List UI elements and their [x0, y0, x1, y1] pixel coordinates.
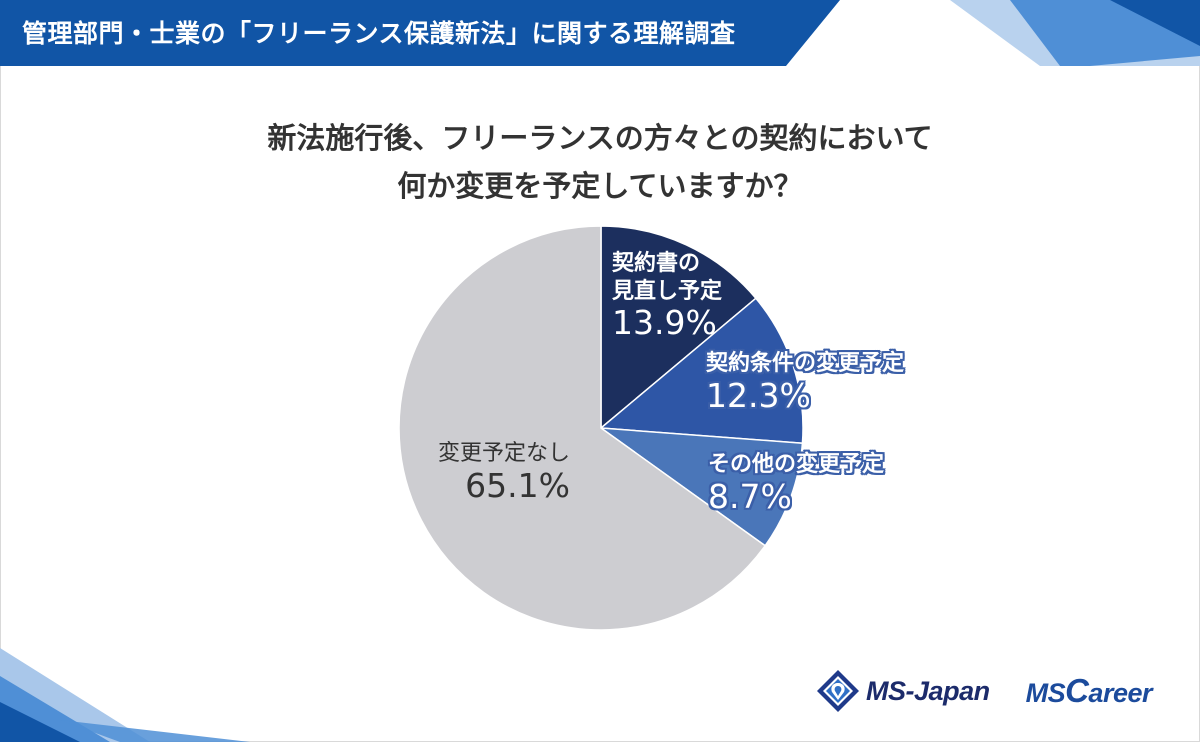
slice-label-contract-review-line2: 見直し予定: [612, 278, 723, 304]
slice-other-change: [598, 427, 804, 547]
ms-japan-text: MS-Japan: [866, 675, 990, 706]
header-band: [0, 0, 1200, 66]
header-title: 管理部門・士業の「フリーランス保護新法」に関する理解調査: [22, 19, 736, 48]
slice-no-change: [398, 225, 767, 631]
slice-value-other-change: 8.7%: [708, 476, 792, 516]
slice-value-contract-terms: 12.3%: [706, 375, 811, 415]
ms-career-c: C: [1065, 672, 1089, 709]
slice-label-no-change: 変更予定なし 65.1%: [438, 440, 570, 504]
slice-value-contract-review: 13.9%: [612, 303, 717, 342]
question-line-1: 新法施行後、フリーランスの方々との契約において: [267, 121, 933, 155]
ms-career-rest: areer: [1088, 678, 1152, 708]
slice-label-other-change-line1: その他の変更予定: [708, 452, 885, 477]
logo-area: MS-Japan MSCareer: [816, 668, 1152, 714]
slice-label-no-change-line1: 変更予定なし: [438, 441, 571, 466]
slice-label-other-change: その他の変更予定 8.7%: [708, 451, 884, 515]
ms-career-ms: MS: [1025, 678, 1066, 708]
slice-value-no-change: 65.1%: [465, 465, 571, 505]
ms-career-logo: MSCareer: [1025, 672, 1153, 710]
slice-label-contract-review: 契約書の 見直し予定 13.9%: [612, 250, 722, 341]
slice-label-contract-terms-line1: 契約条件の変更予定: [706, 351, 905, 376]
slice-label-contract-review-line1: 契約書の: [612, 251, 701, 276]
ms-japan-logo: MS-Japan: [816, 669, 990, 713]
slice-contract-review: [600, 225, 757, 430]
ms-japan-mark-icon: [817, 670, 860, 712]
slice-label-contract-terms: 契約条件の変更予定 12.3%: [706, 350, 904, 414]
bottom-decoration: [0, 648, 250, 742]
slice-contract-terms: [599, 297, 804, 445]
question-title: 新法施行後、フリーランスの方々との契約において 何か変更を予定していますか？: [0, 114, 1200, 210]
question-line-2: 何か変更を予定していますか？: [397, 169, 803, 203]
